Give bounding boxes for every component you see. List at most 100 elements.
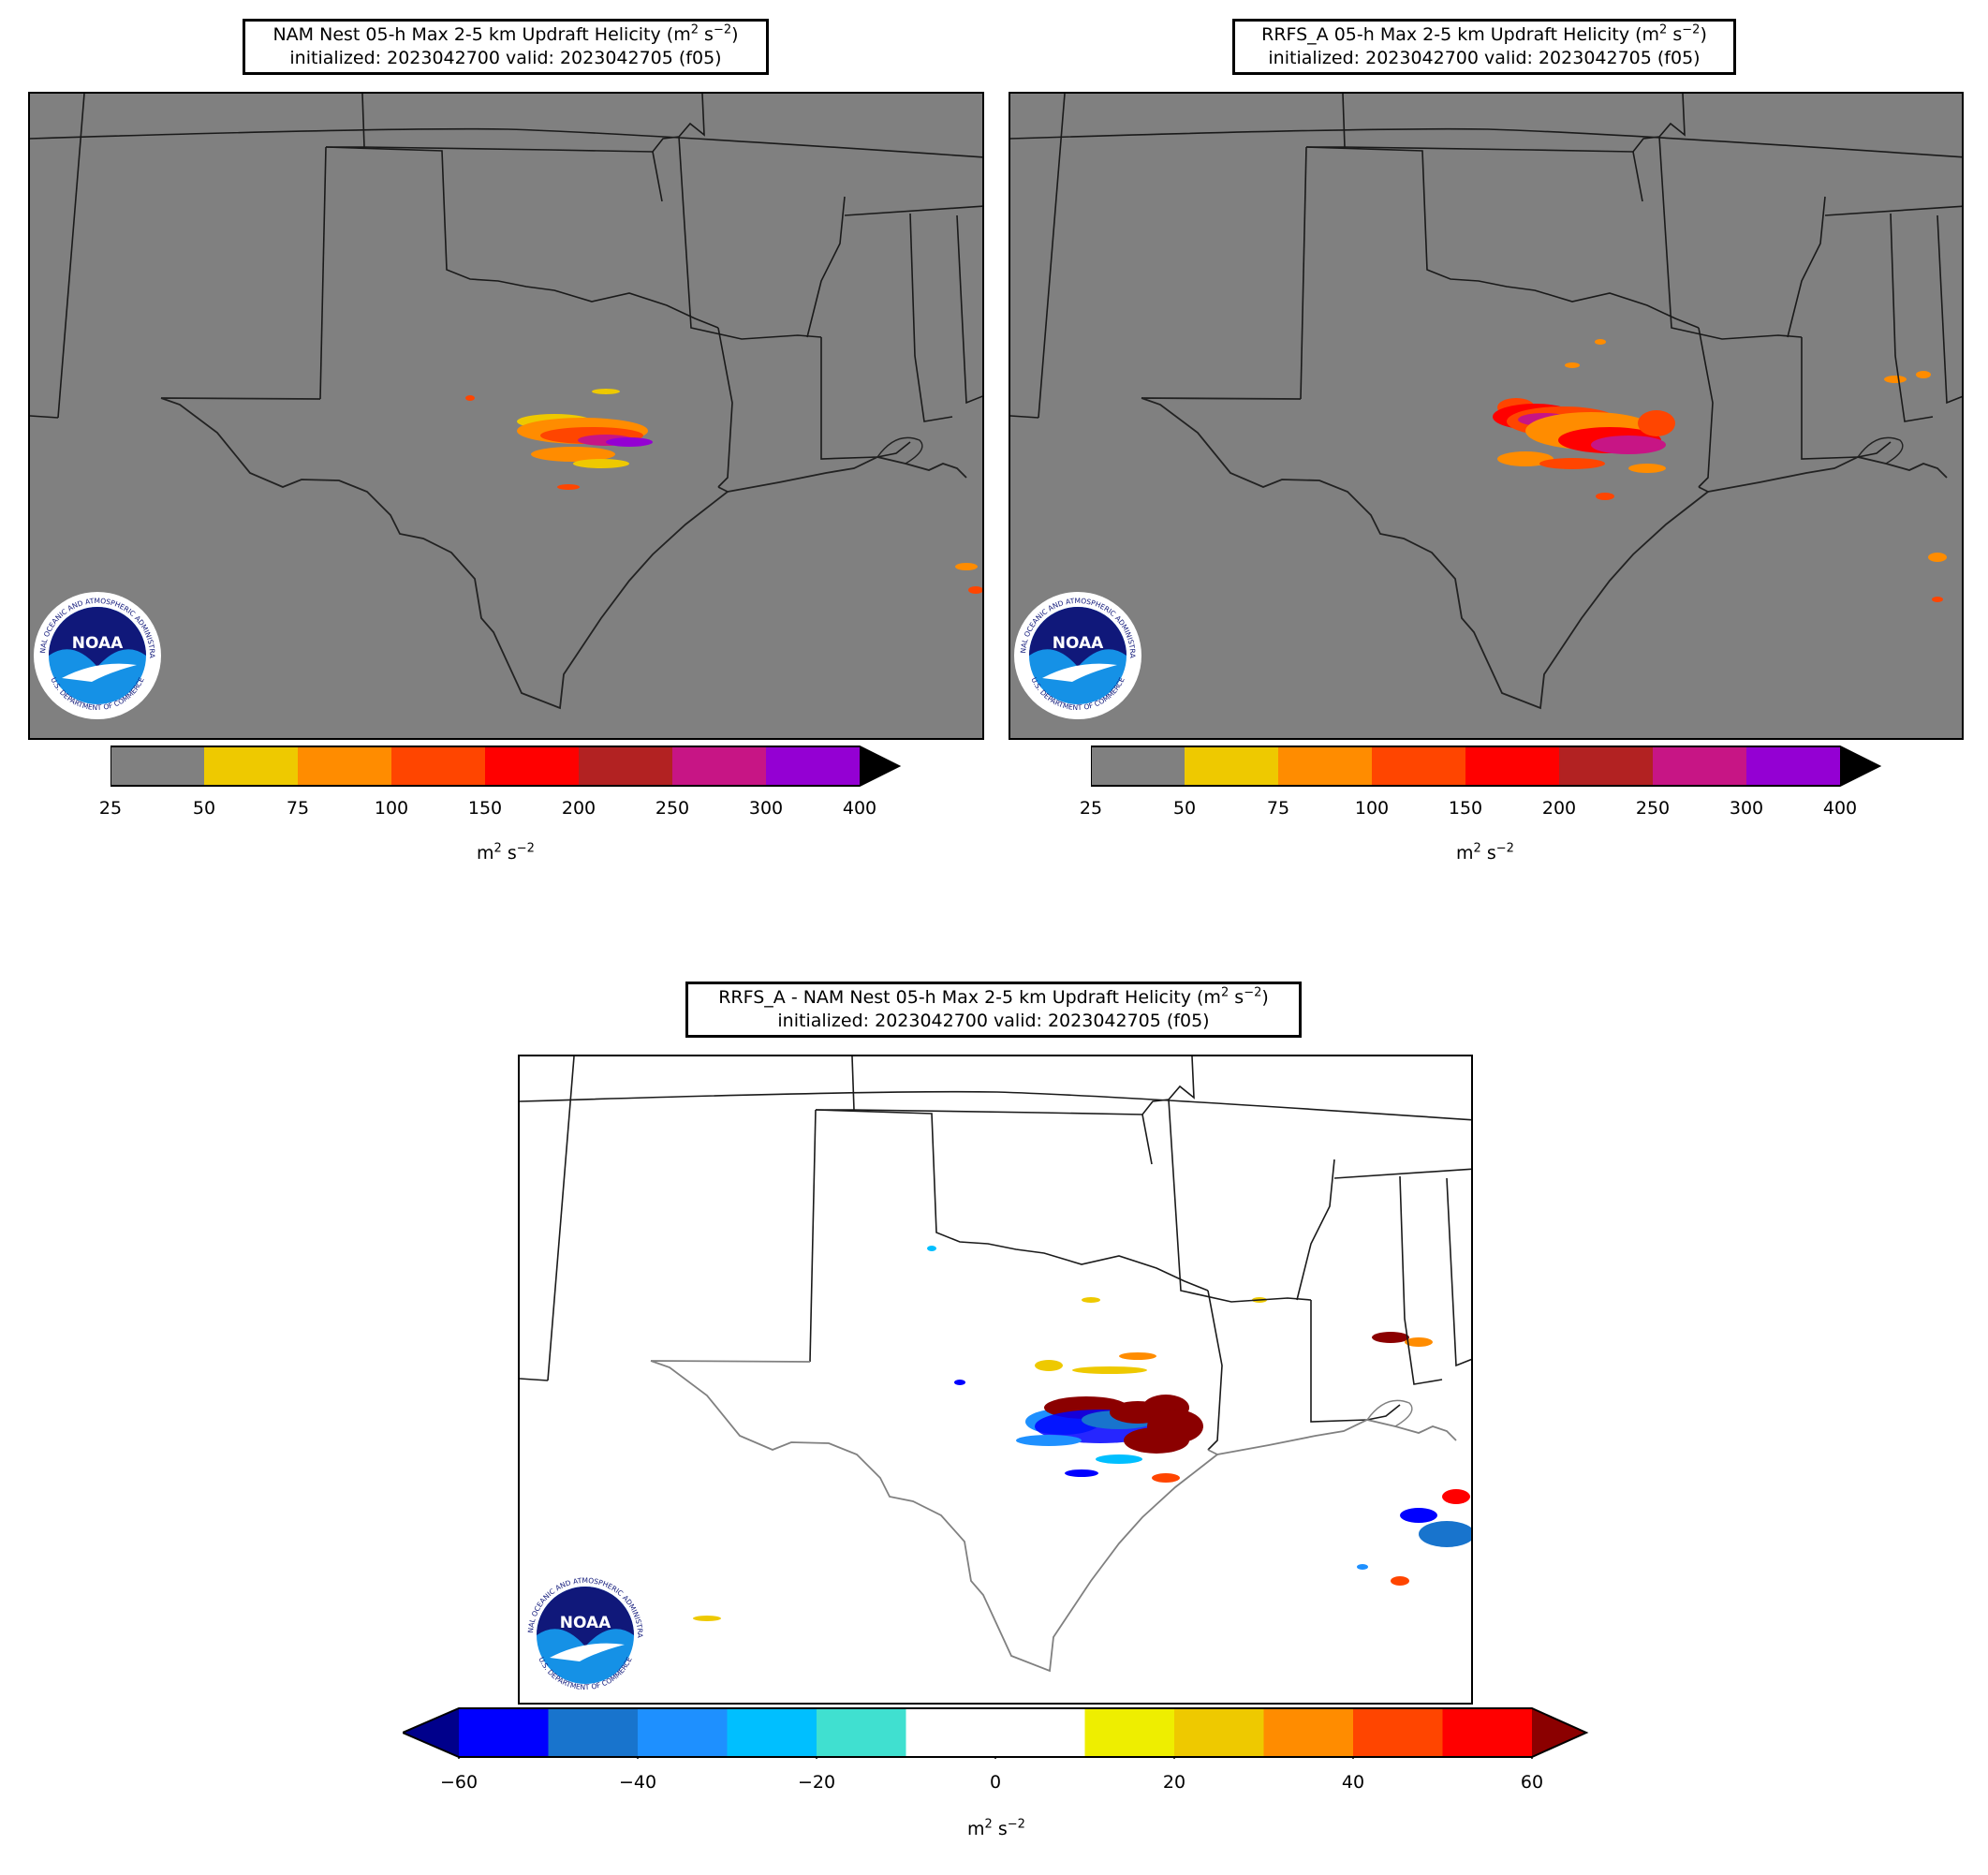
colorbar-tick-label: −60 <box>439 1772 479 1793</box>
noaa-logo: NOAANATIONAL OCEANIC AND ATMOSPHERIC ADM… <box>31 585 161 719</box>
colorbar-tick-label: 250 <box>655 798 690 819</box>
colorbar-segment <box>110 746 204 786</box>
helicity-swath <box>1539 458 1605 469</box>
colorbar-tick-label: 50 <box>1172 798 1197 819</box>
nam-panel-title: NAM Nest 05-h Max 2-5 km Updraft Helicit… <box>243 19 769 75</box>
state-boundary <box>1333 1168 1471 1179</box>
colorbar-tick-label: 50 <box>192 798 216 819</box>
helicity-swath <box>1591 436 1666 454</box>
colorbar-segment <box>1174 1708 1264 1757</box>
noaa-logo: NOAANATIONAL OCEANIC AND ATMOSPHERIC ADM… <box>1011 585 1141 719</box>
gulf-coastline <box>1707 456 1948 493</box>
state-boundary <box>361 94 365 148</box>
texas-outline <box>650 1360 1219 1673</box>
state-boundary <box>876 441 911 458</box>
helicity-swath <box>1932 597 1943 602</box>
colorbar-tick-label: 40 <box>1341 1772 1365 1793</box>
colorbar-tick-label: 60 <box>1520 1772 1544 1793</box>
state-boundary <box>1787 196 1826 338</box>
diff-panel-subtitle: initialized: 2023042700 valid: 202304270… <box>777 1011 1210 1031</box>
state-boundary <box>326 94 705 153</box>
helicity-swath <box>1419 1521 1471 1547</box>
state-boundary <box>1399 1175 1443 1385</box>
state-boundary <box>806 196 846 338</box>
colorbar-tick-label: 200 <box>561 798 596 819</box>
state-boundary <box>1300 146 1307 400</box>
state-boundary <box>547 1056 575 1381</box>
colorbar-tick-label: 100 <box>1354 798 1390 819</box>
delta-coastline <box>876 436 923 465</box>
logo-sky <box>1029 607 1127 667</box>
helicity-swath <box>1595 339 1606 345</box>
colorbar-extend-arrow <box>1840 746 1879 786</box>
helicity-swath <box>693 1616 721 1621</box>
helicity-swath <box>955 563 978 570</box>
nam-colorbar <box>110 746 902 787</box>
state-boundary <box>816 1056 1195 1115</box>
noaa-logo: NOAANATIONAL OCEANIC AND ATMOSPHERIC ADM… <box>520 1565 649 1699</box>
helicity-swath <box>1916 371 1931 378</box>
colorbar-segment <box>1465 746 1559 786</box>
colorbar-tick-label: 300 <box>748 798 784 819</box>
state-boundary <box>652 151 663 202</box>
helicity-swath <box>1884 376 1907 383</box>
map-background <box>1010 94 1962 738</box>
state-boundary <box>1446 1177 1471 1367</box>
helicity-swath <box>1372 1332 1409 1343</box>
helicity-swath <box>1082 1297 1100 1303</box>
colorbar-tick-label: −20 <box>797 1772 836 1793</box>
state-boundary <box>1366 1404 1401 1421</box>
state-boundary <box>1698 327 1714 488</box>
logo-text: NOAA <box>72 634 124 653</box>
state-boundary <box>1824 205 1962 216</box>
rrfs-colorbar-unit: m2 s−2 <box>1456 841 1514 864</box>
state-boundary <box>1038 94 1066 419</box>
colorbar-tick-label: 25 <box>98 798 123 819</box>
state-boundary <box>1168 1099 1312 1303</box>
nam-map-panel: NOAANATIONAL OCEANIC AND ATMOSPHERIC ADM… <box>28 92 984 740</box>
colorbar-segment <box>485 746 579 786</box>
colorbar-segment <box>1746 746 1840 786</box>
colorbar-segment <box>817 1708 906 1757</box>
logo-sky <box>537 1587 634 1646</box>
rrfs-colorbar <box>1091 746 1882 787</box>
state-boundary <box>909 213 953 422</box>
logo-sky <box>49 607 146 667</box>
logo-bird <box>550 1643 625 1661</box>
helicity-swath <box>1016 1435 1082 1446</box>
state-boundary <box>325 146 719 329</box>
colorbar-tick-label: 250 <box>1635 798 1671 819</box>
state-boundary <box>319 146 327 400</box>
state-boundary <box>844 205 982 216</box>
delta-coastline <box>1366 1399 1413 1427</box>
state-boundary <box>1857 441 1892 458</box>
state-boundary <box>956 214 982 405</box>
colorbar-segment <box>995 1708 1085 1757</box>
helicity-swath <box>1096 1454 1142 1464</box>
colorbar-segment <box>1653 746 1746 786</box>
helicity-swath <box>465 395 475 401</box>
diff-colorbar <box>403 1707 1589 1759</box>
state-boundary <box>809 1109 817 1363</box>
helicity-swath <box>1391 1576 1409 1586</box>
nam-map-svg: NOAANATIONAL OCEANIC AND ATMOSPHERIC ADM… <box>30 94 982 738</box>
rrfs-panel-title: RRFS_A 05-h Max 2-5 km Updraft Helicity … <box>1232 19 1736 75</box>
colorbar-segment <box>638 1708 728 1757</box>
colorbar-extend-low <box>403 1708 459 1757</box>
state-boundary <box>1010 127 1962 158</box>
colorbar-extend-arrow <box>860 746 899 786</box>
delta-coastline <box>1857 436 1904 465</box>
helicity-swath <box>531 447 615 462</box>
helicity-swath <box>1124 1427 1189 1454</box>
colorbar-tick-label: 75 <box>1266 798 1290 819</box>
logo-text: NOAA <box>1053 634 1104 653</box>
state-boundary <box>30 415 59 419</box>
colorbar-tick-label: 20 <box>1162 1772 1186 1793</box>
helicity-swath <box>557 484 580 490</box>
state-boundary <box>851 1056 855 1111</box>
helicity-swath <box>1119 1352 1156 1360</box>
state-boundary <box>678 136 822 340</box>
colorbar-tick-label: 100 <box>374 798 409 819</box>
helicity-swath <box>968 586 982 594</box>
state-boundary <box>1890 213 1934 422</box>
